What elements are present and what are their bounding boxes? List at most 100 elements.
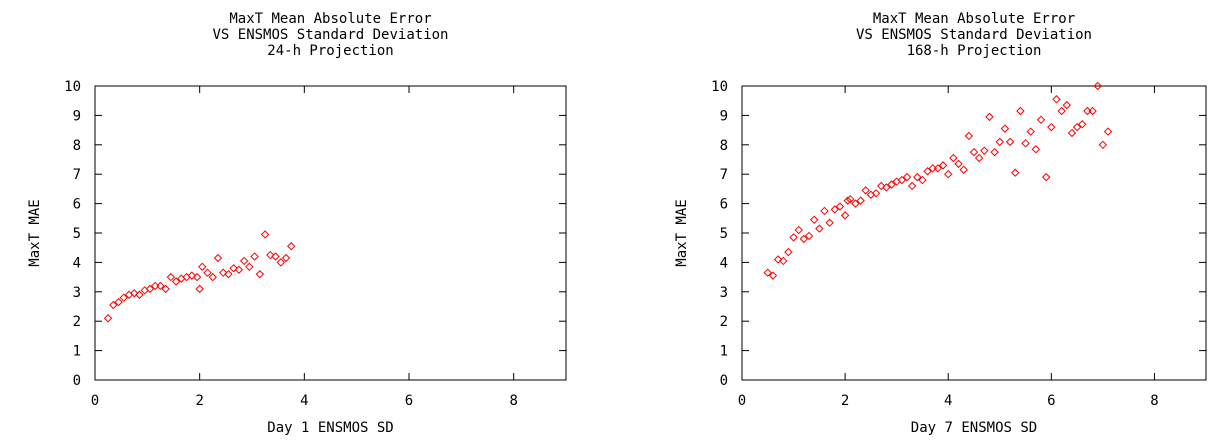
data-point bbox=[882, 183, 891, 192]
data-point bbox=[1078, 120, 1087, 129]
data-point bbox=[1067, 128, 1077, 138]
chart-title-line: 24-h Projection bbox=[267, 43, 393, 59]
data-point bbox=[938, 161, 948, 170]
data-point bbox=[135, 290, 144, 299]
data-point bbox=[913, 172, 922, 182]
x-tick-label: 8 bbox=[1150, 393, 1158, 409]
data-point bbox=[1083, 106, 1092, 116]
y-tick-label: 4 bbox=[720, 255, 728, 271]
data-point bbox=[208, 272, 217, 282]
data-point bbox=[114, 297, 123, 307]
data-point bbox=[1011, 168, 1020, 177]
data-point bbox=[1072, 122, 1082, 132]
data-point bbox=[287, 242, 296, 251]
data-point bbox=[851, 199, 860, 208]
data-point bbox=[1057, 106, 1066, 116]
data-point bbox=[959, 165, 968, 174]
y-tick-label: 6 bbox=[720, 197, 728, 213]
chart-title-line: MaxT Mean Absolute Error bbox=[229, 11, 431, 27]
data-point bbox=[239, 256, 249, 266]
data-point bbox=[843, 196, 852, 205]
data-point bbox=[954, 159, 963, 169]
chart-title-line: MaxT Mean Absolute Error bbox=[873, 11, 1075, 27]
y-tick-label: 8 bbox=[73, 138, 81, 154]
data-point bbox=[944, 169, 953, 179]
data-point bbox=[119, 293, 128, 302]
y-tick-label: 3 bbox=[73, 285, 81, 301]
data-point bbox=[784, 247, 793, 257]
data-point bbox=[1026, 127, 1035, 136]
data-point bbox=[195, 284, 204, 294]
data-point bbox=[281, 253, 291, 263]
data-point bbox=[224, 269, 233, 279]
data-point bbox=[187, 271, 197, 280]
data-point bbox=[271, 252, 280, 261]
data-point bbox=[260, 230, 270, 239]
x-tick-label: 2 bbox=[195, 393, 203, 409]
data-point bbox=[255, 269, 265, 279]
y-tick-label: 1 bbox=[720, 344, 728, 360]
x-tick-label: 2 bbox=[841, 393, 849, 409]
data-point bbox=[1093, 81, 1102, 91]
y-tick-label: 10 bbox=[711, 79, 728, 95]
data-point bbox=[203, 268, 212, 277]
data-point bbox=[245, 262, 254, 272]
data-point bbox=[820, 206, 829, 216]
data-point bbox=[923, 167, 932, 176]
x-tick-label: 6 bbox=[1047, 393, 1055, 409]
data-point bbox=[130, 289, 139, 298]
y-tick-label: 7 bbox=[720, 167, 728, 183]
data-point bbox=[933, 164, 943, 173]
x-tick-label: 4 bbox=[944, 393, 952, 409]
x-axis-label: Day 7 ENSMOS SD bbox=[911, 420, 1037, 436]
data-point bbox=[156, 281, 165, 291]
data-point bbox=[234, 265, 244, 274]
chart-title-line: VS ENSMOS Standard Deviation bbox=[856, 27, 1092, 43]
data-point bbox=[1005, 137, 1015, 147]
data-point bbox=[1052, 95, 1061, 104]
data-point bbox=[779, 256, 788, 266]
data-point bbox=[990, 147, 999, 157]
plot-frame bbox=[94, 85, 567, 381]
data-point bbox=[856, 196, 865, 205]
data-point bbox=[1103, 127, 1113, 136]
data-point bbox=[964, 131, 974, 141]
y-tick-label: 1 bbox=[73, 344, 81, 360]
data-point bbox=[276, 258, 285, 267]
y-tick-label: 5 bbox=[720, 226, 728, 242]
data-point bbox=[907, 181, 917, 191]
data-point bbox=[794, 225, 803, 235]
data-point bbox=[897, 175, 907, 185]
y-axis-label: MaxT MAE bbox=[27, 199, 43, 266]
x-tick-label: 8 bbox=[509, 393, 517, 409]
data-point bbox=[1098, 140, 1108, 150]
data-point bbox=[985, 112, 994, 122]
y-tick-label: 3 bbox=[720, 285, 728, 301]
x-tick-label: 0 bbox=[91, 393, 99, 409]
data-point bbox=[876, 181, 886, 191]
y-tick-label: 7 bbox=[73, 167, 81, 183]
data-point bbox=[192, 272, 202, 282]
data-point bbox=[1031, 145, 1041, 154]
data-point bbox=[1041, 172, 1051, 182]
data-point bbox=[861, 186, 870, 195]
data-point bbox=[1088, 106, 1097, 116]
data-point bbox=[250, 252, 259, 261]
data-point bbox=[835, 202, 845, 211]
data-point bbox=[804, 231, 814, 241]
data-point bbox=[1062, 100, 1072, 110]
y-tick-label: 2 bbox=[720, 314, 728, 330]
y-tick-label: 9 bbox=[73, 108, 81, 124]
data-point bbox=[846, 194, 855, 204]
chart-title-line: VS ENSMOS Standard Deviation bbox=[212, 27, 448, 43]
data-point bbox=[213, 253, 223, 263]
data-point bbox=[219, 268, 228, 277]
data-point bbox=[815, 224, 824, 233]
data-point bbox=[198, 262, 207, 272]
data-point bbox=[830, 205, 840, 214]
data-point bbox=[1000, 124, 1010, 133]
data-point bbox=[103, 314, 113, 323]
y-tick-label: 8 bbox=[720, 138, 728, 154]
